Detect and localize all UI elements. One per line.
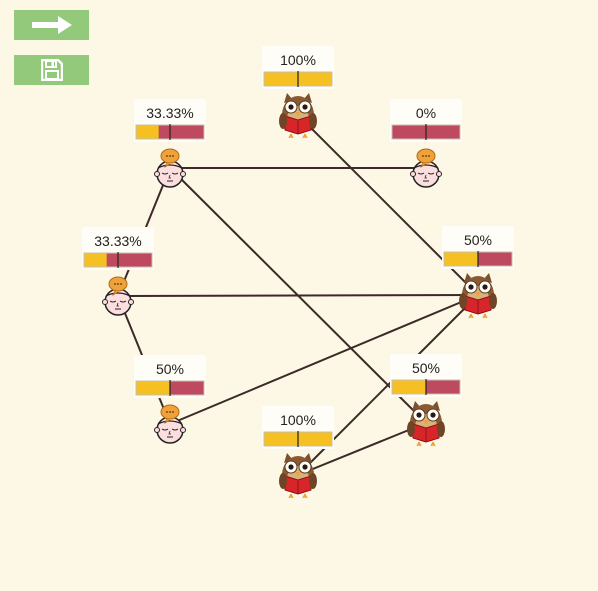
belief-percentage: 33.33% bbox=[146, 105, 193, 121]
owl-node[interactable] bbox=[279, 453, 317, 499]
edge-owl-bottom-owl-mid bbox=[297, 422, 427, 476]
belief-percentage: 100% bbox=[280, 52, 316, 68]
right-arrow-icon bbox=[31, 16, 72, 34]
belief-label: 33.33% bbox=[82, 227, 154, 270]
head-node[interactable] bbox=[154, 404, 186, 444]
belief-label: 33.33% bbox=[134, 99, 206, 142]
edge-head-d-owl-right bbox=[169, 294, 479, 425]
belief-percentage: 50% bbox=[412, 360, 440, 376]
belief-bar-fill bbox=[136, 125, 159, 139]
belief-percentage: 0% bbox=[416, 105, 436, 121]
save-button[interactable] bbox=[14, 55, 89, 85]
belief-bar-fill bbox=[392, 380, 426, 394]
floppy-disk-icon bbox=[40, 59, 63, 81]
node-layer: 100% 33.33% 0% 33.33% 50% 50% 50% 100% bbox=[82, 46, 514, 499]
belief-percentage: 33.33% bbox=[94, 233, 141, 249]
belief-bar-fill bbox=[136, 381, 170, 395]
owl-node[interactable] bbox=[407, 401, 445, 447]
belief-label: 50% bbox=[442, 226, 514, 269]
owl-node[interactable] bbox=[459, 273, 497, 319]
belief-label: 0% bbox=[390, 99, 462, 142]
belief-label: 100% bbox=[262, 46, 334, 89]
belief-label: 50% bbox=[134, 355, 206, 398]
belief-bar-fill bbox=[444, 252, 478, 266]
head-node[interactable] bbox=[410, 148, 442, 188]
head-node[interactable] bbox=[154, 148, 186, 188]
belief-label: 100% bbox=[262, 406, 334, 449]
next-button[interactable] bbox=[14, 10, 89, 40]
belief-label: 50% bbox=[390, 354, 462, 397]
belief-percentage: 100% bbox=[280, 412, 316, 428]
head-node[interactable] bbox=[102, 276, 134, 316]
owl-node[interactable] bbox=[279, 93, 317, 139]
belief-percentage: 50% bbox=[156, 361, 184, 377]
edge-head-c-owl-right bbox=[117, 294, 479, 297]
belief-percentage: 50% bbox=[464, 232, 492, 248]
belief-bar-fill bbox=[84, 253, 107, 267]
